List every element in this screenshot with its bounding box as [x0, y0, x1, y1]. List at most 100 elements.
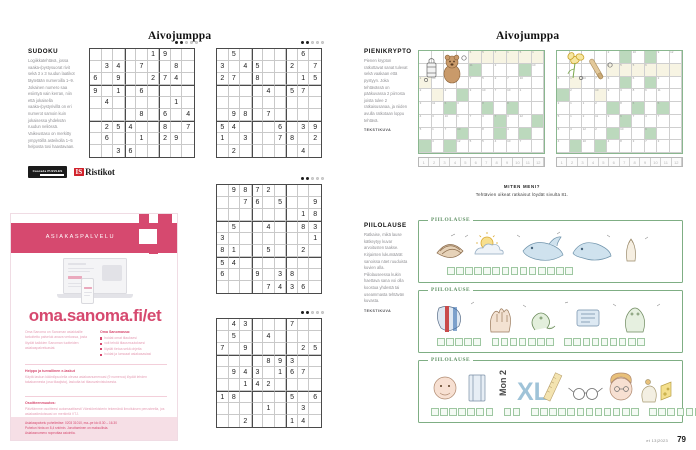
krypto-letter-cell[interactable]: 10	[582, 140, 595, 153]
sudoku-empty-cell[interactable]	[286, 49, 298, 61]
sudoku-empty-cell[interactable]	[263, 319, 275, 331]
sudoku-given-cell[interactable]: 4	[251, 379, 264, 391]
sudoku-empty-cell[interactable]	[170, 49, 183, 61]
sudoku-empty-cell[interactable]	[297, 391, 310, 403]
krypto-letter-cell[interactable]	[531, 102, 544, 115]
sudoku-given-cell[interactable]: 8	[240, 185, 252, 197]
sudoku-empty-cell[interactable]	[274, 343, 287, 355]
piilo-answer-box[interactable]	[658, 408, 666, 416]
sudoku-empty-cell[interactable]	[251, 331, 264, 343]
sudoku-empty-cell[interactable]	[297, 269, 310, 281]
sudoku-given-cell[interactable]: 1	[113, 85, 125, 97]
piilo-answer-box[interactable]	[467, 408, 475, 416]
sudoku-given-cell[interactable]: 6	[136, 85, 148, 97]
krypto-letter-cell[interactable]: 2	[594, 102, 607, 115]
krypto-legend-cell[interactable]: 11	[661, 158, 672, 166]
sudoku-given-cell[interactable]: 8	[228, 391, 241, 403]
krypto-letter-cell[interactable]: 3	[431, 140, 444, 153]
sudoku-given-cell[interactable]: 8	[251, 73, 264, 85]
piilo-answer-box[interactable]	[501, 267, 510, 275]
sudoku-empty-cell[interactable]	[159, 85, 171, 97]
krypto-legend-cell[interactable]: 9	[640, 158, 651, 166]
sudoku-empty-cell[interactable]	[240, 221, 252, 233]
sudoku-given-cell[interactable]: 1	[297, 73, 310, 85]
sudoku-given-cell[interactable]: 7	[251, 185, 264, 197]
sudoku-empty-cell[interactable]	[90, 133, 102, 145]
sudoku-given-cell[interactable]: 9	[228, 185, 241, 197]
krypto-shaded-cell[interactable]	[531, 114, 544, 128]
sudoku-given-cell[interactable]: 8	[159, 121, 171, 133]
sudoku-empty-cell[interactable]	[228, 269, 241, 281]
krypto-letter-cell[interactable]	[481, 63, 494, 77]
krypto-letter-cell[interactable]: 8	[481, 127, 494, 141]
sudoku-empty-cell[interactable]	[309, 109, 321, 121]
krypto-letter-cell[interactable]: 3	[632, 140, 645, 153]
krypto-picture-cell[interactable]	[419, 63, 432, 77]
krypto-picture-cell[interactable]	[456, 63, 469, 77]
krypto-letter-cell[interactable]: 11	[594, 114, 607, 128]
krypto-legend-cell[interactable]: 3	[440, 158, 451, 166]
sudoku-empty-cell[interactable]	[124, 85, 137, 97]
krypto-shaded-cell[interactable]: 6	[619, 114, 632, 128]
sudoku-empty-cell[interactable]	[251, 391, 264, 403]
sudoku-empty-cell[interactable]	[228, 209, 241, 221]
sudoku-given-cell[interactable]: 8	[286, 269, 298, 281]
piilo-answer-box[interactable]	[565, 267, 573, 275]
sudoku-given-cell[interactable]: 3	[240, 133, 252, 145]
sudoku-empty-cell[interactable]	[297, 233, 310, 245]
sudoku-given-cell[interactable]: 8	[286, 133, 298, 145]
krypto-shaded-cell[interactable]	[519, 127, 532, 141]
sudoku-given-cell[interactable]: 3	[286, 355, 298, 367]
piilo-answer-box[interactable]	[449, 408, 457, 416]
sudoku-given-cell[interactable]: 7	[274, 133, 287, 145]
sudoku-empty-cell[interactable]	[274, 97, 287, 109]
sudoku-empty-cell[interactable]	[286, 343, 298, 355]
sudoku-empty-cell[interactable]	[147, 121, 160, 133]
sudoku-empty-cell[interactable]	[228, 403, 241, 415]
sudoku-empty-cell[interactable]	[286, 109, 298, 121]
sudoku-given-cell[interactable]: 1	[240, 379, 252, 391]
sudoku-empty-cell[interactable]	[274, 319, 287, 331]
sudoku-empty-cell[interactable]	[251, 233, 264, 245]
krypto-legend-cell[interactable]: 9	[502, 158, 513, 166]
sudoku-given-cell[interactable]: 3	[297, 121, 310, 133]
sudoku-given-cell[interactable]: 2	[263, 379, 275, 391]
krypto-letter-cell[interactable]	[469, 127, 482, 141]
piilo-answer-box[interactable]	[594, 408, 603, 416]
sudoku-empty-cell[interactable]	[159, 145, 171, 157]
sudoku-empty-cell[interactable]	[251, 355, 264, 367]
sudoku-given-cell[interactable]: 8	[217, 245, 229, 257]
piilo-answer-box[interactable]	[492, 267, 501, 275]
sudoku-given-cell[interactable]: 9	[309, 121, 321, 133]
krypto-shaded-cell[interactable]	[594, 140, 607, 153]
krypto-letter-cell[interactable]: 10	[431, 76, 444, 90]
sudoku-empty-cell[interactable]	[297, 355, 310, 367]
sudoku-empty-cell[interactable]	[217, 197, 229, 209]
krypto-shaded-cell[interactable]: 6	[444, 102, 457, 115]
sudoku-empty-cell[interactable]	[251, 415, 264, 427]
krypto-letter-cell[interactable]	[531, 140, 544, 153]
sudoku-given-cell[interactable]: 7	[286, 319, 298, 331]
krypto-legend-cell[interactable]: 2	[567, 158, 578, 166]
piilo-panel-2[interactable]: PIILOLAUSE	[418, 286, 683, 353]
krypto-letter-cell[interactable]: 1	[569, 76, 582, 90]
sudoku-empty-cell[interactable]	[309, 331, 321, 343]
krypto-letter-cell[interactable]	[669, 76, 682, 90]
sudoku-empty-cell[interactable]	[309, 379, 321, 391]
krypto-letter-cell[interactable]: 2	[557, 102, 570, 115]
sudoku-empty-cell[interactable]	[182, 85, 194, 97]
krypto-shaded-cell[interactable]: 10	[456, 127, 469, 141]
sudoku-empty-cell[interactable]	[251, 403, 264, 415]
sudoku-given-cell[interactable]: 4	[124, 121, 137, 133]
sudoku-empty-cell[interactable]	[286, 257, 298, 269]
krypto-picture-cell[interactable]	[594, 51, 607, 64]
sudoku-given-cell[interactable]: 3	[286, 281, 298, 293]
krypto-legend-cell[interactable]: 8	[492, 158, 503, 166]
sudoku-empty-cell[interactable]	[297, 185, 310, 197]
krypto-picture-cell[interactable]	[594, 63, 607, 77]
sudoku-given-cell[interactable]: 2	[147, 73, 160, 85]
piilo-answer-box[interactable]	[631, 408, 639, 416]
piilo-answer-box[interactable]	[537, 338, 545, 346]
krypto-letter-cell[interactable]	[506, 63, 519, 77]
